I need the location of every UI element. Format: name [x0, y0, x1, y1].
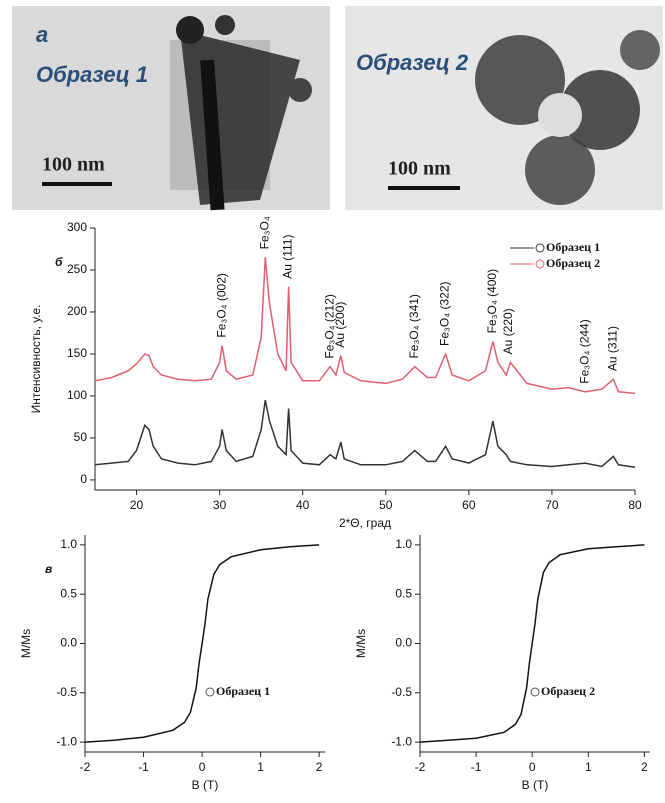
- x-tick-label: 50: [379, 498, 393, 512]
- x-tick-label: 80: [628, 498, 642, 512]
- y-tick-label: 0.5: [60, 586, 77, 600]
- legend-label: Образец 2: [541, 684, 595, 698]
- y-axis-label: Интенсивность, у.е.: [29, 305, 43, 414]
- y-tick-label: 1.0: [60, 537, 77, 551]
- peak-label: Fe₃O₄ (400): [485, 269, 499, 333]
- peak-label: Au (220): [501, 308, 515, 354]
- x-tick-label: 1: [585, 760, 592, 774]
- axis-frame: [94, 228, 635, 491]
- y-tick-label: 0.0: [60, 636, 77, 650]
- y-tick-label: -0.5: [56, 685, 77, 699]
- x-tick-label: 2: [316, 760, 323, 774]
- x-tick-label: 30: [213, 498, 227, 512]
- x-axis-label: 2*Θ, град: [339, 516, 391, 530]
- y-tick-label: 150: [67, 346, 87, 360]
- peak-label: Au (311): [606, 326, 620, 371]
- x-tick-label: 0: [199, 760, 206, 774]
- x-tick-label: 1: [257, 760, 264, 774]
- scale-label: 100 nm: [388, 158, 451, 180]
- y-tick-label: 50: [74, 430, 88, 444]
- peak-label: Fe₃O₄ (212): [322, 294, 336, 358]
- y-tick-label: 200: [67, 304, 87, 318]
- x-tick-label: -1: [138, 760, 149, 774]
- x-tick-label: 0: [529, 760, 536, 774]
- x-tick-label: -2: [415, 760, 426, 774]
- image-caption: Образец 1: [36, 62, 148, 87]
- peak-label: Fe₃O₄ (322): [438, 281, 452, 345]
- series-line: [94, 257, 636, 395]
- legend-marker: [530, 687, 540, 697]
- peak-label: Fe₃O₄: [257, 216, 271, 249]
- y-tick-label: 0.0: [395, 636, 412, 650]
- panel-label: а: [36, 22, 48, 47]
- legend-marker: [535, 243, 545, 253]
- x-tick-label: -2: [80, 760, 91, 774]
- legend-label: Образец 1: [546, 240, 600, 254]
- y-tick-label: 0.5: [395, 586, 412, 600]
- y-axis-label: M/Ms: [19, 629, 33, 658]
- panel-label: в: [45, 562, 52, 576]
- tem-image-1: [12, 6, 330, 211]
- y-tick-label: -1.0: [56, 734, 77, 748]
- peak-label: Au (111): [281, 235, 295, 279]
- peak-label: Au (200): [333, 302, 347, 348]
- x-tick-label: -1: [471, 760, 482, 774]
- image-caption: Образец 2: [356, 50, 469, 75]
- peak-label: Fe₃O₄ (002): [214, 273, 228, 337]
- y-tick-label: 250: [67, 262, 87, 276]
- legend-label: Образец 1: [216, 684, 270, 698]
- legend-label: Образец 2: [546, 256, 600, 270]
- x-tick-label: 2: [641, 760, 648, 774]
- x-tick-label: 40: [296, 498, 310, 512]
- x-tick-label: 20: [130, 498, 144, 512]
- tem-image-2: [345, 6, 663, 210]
- x-axis-label: B (T): [522, 778, 549, 792]
- x-tick-label: 70: [545, 498, 559, 512]
- panel-label: б: [55, 255, 63, 269]
- axis-frame: [84, 535, 325, 753]
- peak-label: Fe₃O₄ (341): [407, 294, 421, 358]
- y-tick-label: -0.5: [391, 685, 412, 699]
- legend-marker: [535, 259, 545, 269]
- scale-label: 100 nm: [42, 154, 105, 176]
- series-line: [94, 399, 636, 469]
- y-tick-label: 300: [67, 220, 87, 234]
- y-tick-label: 0: [80, 472, 87, 486]
- series-line: [84, 544, 320, 743]
- y-axis-label: M/Ms: [354, 629, 368, 658]
- y-tick-label: 100: [67, 388, 87, 402]
- y-tick-label: -1.0: [391, 734, 412, 748]
- axis-frame: [419, 535, 650, 753]
- y-tick-label: 1.0: [395, 537, 412, 551]
- x-tick-label: 60: [462, 498, 476, 512]
- peak-label: Fe₃O₄ (244): [577, 319, 591, 383]
- x-axis-label: B (T): [192, 778, 219, 792]
- series-line: [419, 544, 645, 743]
- legend-marker: [205, 687, 215, 697]
